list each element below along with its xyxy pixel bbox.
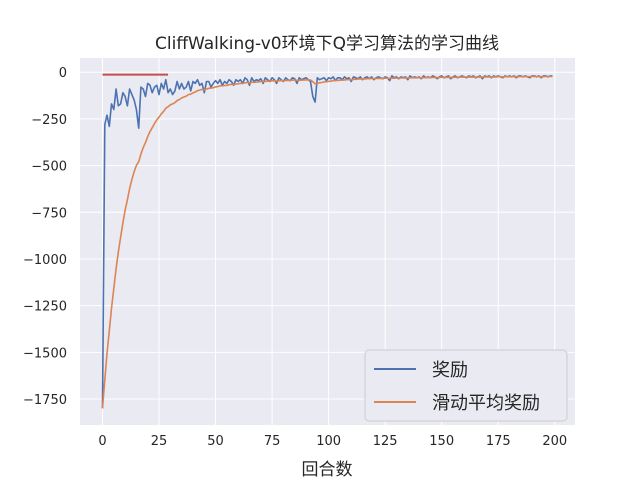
x-tick-label: 175 bbox=[486, 434, 511, 449]
y-tick-label: −250 bbox=[31, 113, 67, 128]
x-tick-label: 200 bbox=[542, 434, 567, 449]
series-line-smoothed-reward bbox=[101, 75, 553, 409]
legend: 奖励 滑动平均奖励 bbox=[364, 349, 568, 422]
y-tick-label: −1000 bbox=[23, 253, 67, 268]
x-tick-label: 0 bbox=[98, 434, 106, 449]
y-tick-label: −1250 bbox=[23, 300, 67, 315]
chart-title: CliffWalking-v0环境下Q学习算法的学习曲线 bbox=[155, 34, 499, 54]
legend-label-smoothed: 滑动平均奖励 bbox=[432, 393, 540, 414]
x-tick-label: 125 bbox=[373, 434, 398, 449]
x-tick-label: 25 bbox=[151, 434, 168, 449]
x-tick-label: 75 bbox=[264, 434, 281, 449]
x-tick-label: 50 bbox=[207, 434, 224, 449]
legend-label-reward: 奖励 bbox=[432, 360, 468, 381]
y-tick-label: −500 bbox=[31, 160, 67, 175]
x-tick-label: 150 bbox=[429, 434, 454, 449]
x-tick-label: 100 bbox=[316, 434, 341, 449]
y-tick-label: −750 bbox=[31, 206, 67, 221]
y-tick-label: −1500 bbox=[23, 346, 67, 361]
y-tick-label: 0 bbox=[59, 66, 67, 81]
y-tick-label: −1750 bbox=[23, 393, 67, 408]
legend-box bbox=[364, 349, 568, 422]
x-axis-label: 回合数 bbox=[302, 460, 353, 480]
